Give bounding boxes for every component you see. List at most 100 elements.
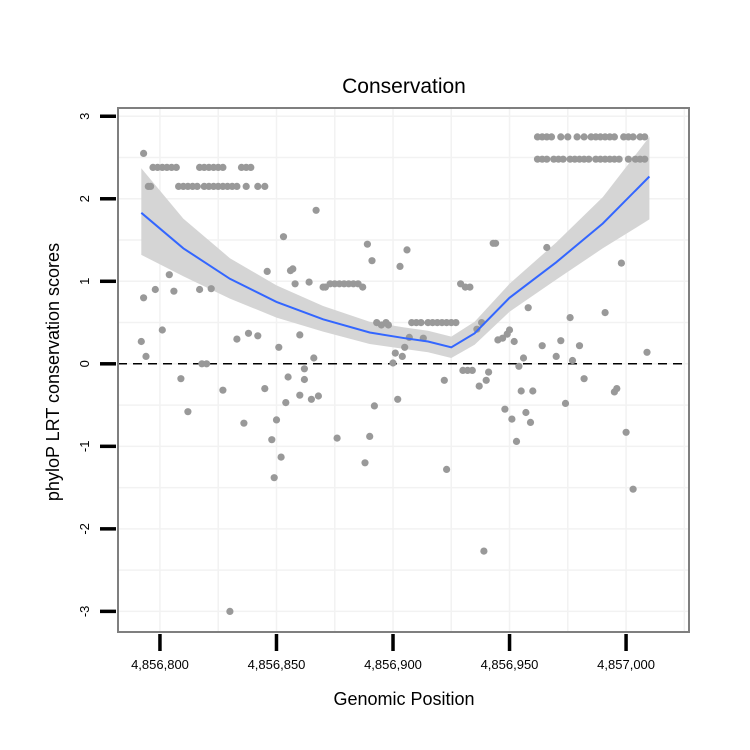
data-point	[622, 428, 630, 436]
y-tick-label: -1	[77, 441, 92, 453]
data-point	[363, 240, 371, 248]
data-point	[370, 402, 378, 410]
y-tick-label: 2	[77, 195, 92, 202]
data-point	[261, 385, 269, 393]
data-point	[499, 334, 507, 342]
data-point	[261, 182, 269, 190]
data-point	[147, 182, 155, 190]
data-point	[177, 375, 185, 383]
data-point	[314, 392, 322, 400]
data-point	[440, 376, 448, 384]
data-point	[501, 405, 509, 413]
data-point	[512, 437, 521, 445]
data-point	[272, 416, 281, 424]
data-point	[517, 387, 525, 395]
data-point	[515, 362, 523, 370]
data-point	[510, 337, 518, 346]
y-tick-label: 1	[77, 278, 92, 285]
data-point	[468, 366, 476, 374]
data-point	[452, 319, 460, 327]
y-tick-label: -2	[77, 523, 92, 535]
data-point	[289, 265, 297, 273]
data-point	[485, 368, 493, 376]
data-point	[529, 387, 537, 395]
data-point	[466, 283, 474, 291]
data-point	[268, 436, 276, 444]
panel-border	[117, 107, 690, 633]
data-point	[254, 332, 262, 340]
data-point	[401, 343, 409, 351]
x-tick-label: 4,856,950	[481, 657, 539, 672]
data-point	[307, 395, 315, 403]
data-point	[557, 133, 565, 141]
data-point	[629, 485, 637, 493]
data-point	[300, 365, 308, 373]
data-point	[482, 376, 490, 384]
y-axis-label: phyloP LRT conservation scores	[43, 243, 63, 501]
axes: 3 2 1 0 -1 -2 -3 4,856,800 4,856,850 4,856,900 4,8…	[77, 107, 690, 672]
data-point	[284, 373, 292, 381]
data-point	[643, 348, 651, 356]
data-point	[613, 385, 621, 393]
data-point	[242, 182, 250, 190]
x-tick-label: 4,857,000	[597, 657, 655, 672]
data-point	[398, 352, 406, 360]
data-point	[300, 375, 308, 384]
data-point	[559, 155, 567, 163]
data-point	[575, 342, 584, 350]
data-point	[568, 356, 577, 365]
data-point	[361, 459, 369, 467]
data-point	[601, 309, 609, 317]
data-point	[165, 271, 173, 279]
data-point	[254, 182, 262, 190]
data-point	[296, 331, 304, 339]
data-point	[519, 354, 528, 362]
data-point	[233, 182, 241, 190]
data-point	[580, 375, 588, 383]
data-point	[142, 352, 150, 360]
data-point	[291, 280, 299, 288]
data-point	[617, 259, 626, 267]
data-point	[140, 294, 148, 302]
data-point	[140, 149, 148, 157]
data-point	[151, 285, 159, 294]
data-point	[203, 360, 211, 368]
data-point	[359, 283, 367, 291]
data-point	[473, 325, 481, 333]
data-point	[391, 349, 399, 357]
data-point	[240, 419, 248, 427]
data-point	[193, 182, 201, 190]
data-point	[585, 155, 593, 163]
data-point	[543, 155, 551, 163]
data-point	[219, 386, 227, 394]
data-point	[538, 342, 546, 350]
smooth-fit-line	[140, 175, 651, 349]
data-point	[443, 465, 451, 473]
data-point	[333, 434, 341, 442]
data-points	[137, 133, 651, 616]
smooth-line-layer	[140, 175, 651, 349]
data-point	[396, 262, 404, 270]
data-point	[366, 432, 374, 440]
data-point	[275, 343, 283, 351]
data-point	[305, 278, 313, 286]
data-point	[417, 319, 425, 327]
confidence-band-layer	[141, 136, 650, 358]
data-point	[279, 233, 288, 241]
data-point	[561, 399, 570, 407]
data-point	[543, 243, 551, 252]
data-point	[475, 382, 483, 390]
data-point	[526, 418, 535, 426]
data-point	[137, 337, 145, 346]
data-point	[384, 321, 392, 329]
data-point	[573, 133, 581, 141]
chart-title: Conservation	[342, 75, 466, 98]
y-tick-label: 3	[77, 113, 92, 120]
data-point	[615, 155, 623, 163]
data-point	[207, 285, 215, 293]
data-point	[552, 352, 560, 360]
data-point	[508, 415, 516, 423]
data-point	[492, 239, 500, 247]
x-tick-label: 4,856,800	[131, 657, 189, 672]
